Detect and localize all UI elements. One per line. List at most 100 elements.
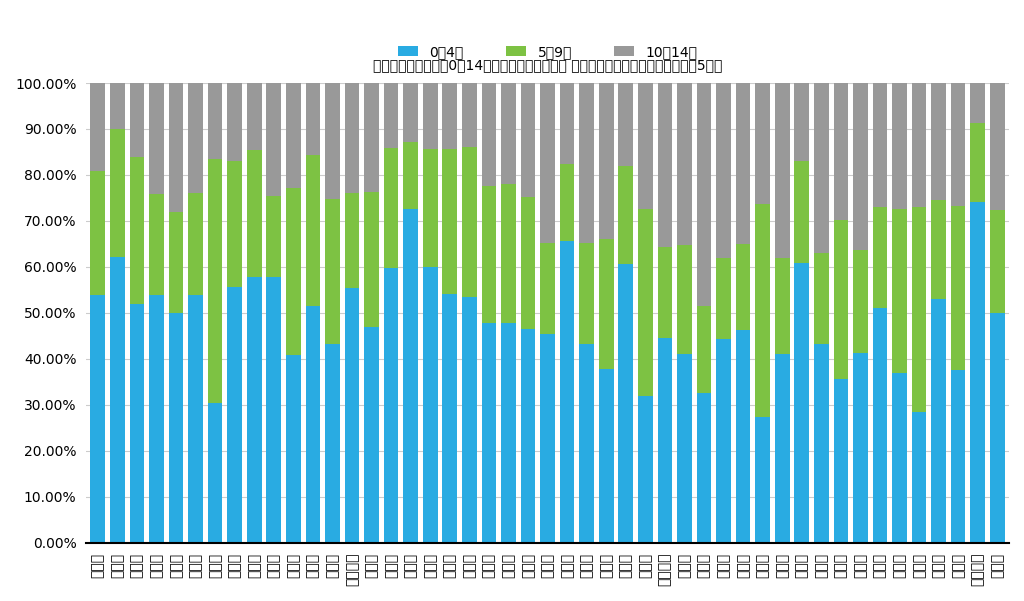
Bar — [188, 193, 203, 296]
Bar — [971, 202, 985, 543]
Bar — [580, 344, 594, 543]
Bar — [462, 83, 476, 147]
Bar — [872, 308, 887, 543]
Bar — [795, 83, 809, 160]
Bar — [130, 83, 144, 157]
Bar — [188, 83, 203, 193]
Bar — [188, 296, 203, 543]
Bar — [286, 83, 301, 188]
Bar — [110, 129, 125, 257]
Bar — [541, 243, 555, 335]
Bar — [853, 83, 867, 251]
Bar — [599, 239, 613, 369]
Bar — [481, 83, 497, 186]
Bar — [227, 161, 242, 287]
Bar — [736, 330, 751, 543]
Bar — [853, 353, 867, 543]
Bar — [345, 288, 359, 543]
Bar — [286, 355, 301, 543]
Bar — [403, 209, 418, 543]
Bar — [853, 251, 867, 353]
Bar — [814, 83, 828, 252]
Bar — [345, 193, 359, 288]
Bar — [677, 83, 692, 245]
Bar — [756, 204, 770, 417]
Bar — [442, 294, 457, 543]
Bar — [677, 354, 692, 543]
Bar — [696, 306, 712, 393]
Bar — [618, 166, 633, 264]
Bar — [775, 258, 790, 354]
Bar — [931, 200, 946, 299]
Bar — [951, 206, 966, 370]
Bar — [541, 335, 555, 543]
Bar — [227, 287, 242, 543]
Bar — [872, 207, 887, 308]
Bar — [716, 83, 731, 258]
Bar — [911, 207, 927, 412]
Bar — [462, 147, 476, 297]
Bar — [481, 323, 497, 543]
Bar — [911, 412, 927, 543]
Bar — [403, 83, 418, 142]
Bar — [834, 220, 848, 379]
Bar — [775, 354, 790, 543]
Bar — [266, 196, 282, 276]
Bar — [90, 83, 105, 171]
Bar — [638, 396, 652, 543]
Bar — [795, 160, 809, 263]
Bar — [365, 327, 379, 543]
Bar — [384, 83, 398, 148]
Bar — [481, 186, 497, 323]
Bar — [834, 379, 848, 543]
Bar — [110, 257, 125, 543]
Bar — [247, 278, 261, 543]
Bar — [892, 209, 907, 373]
Bar — [541, 83, 555, 243]
Bar — [247, 83, 261, 150]
Bar — [266, 83, 282, 196]
Title: 医療保険での小児（0〜14歳）の訪問看護利用者 年齢層別割合【都道府県別／令和5年】: 医療保険での小児（0〜14歳）の訪問看護利用者 年齢層別割合【都道府県別／令和5… — [373, 58, 722, 72]
Bar — [951, 83, 966, 206]
Bar — [638, 209, 652, 396]
Bar — [560, 241, 574, 543]
Bar — [247, 150, 261, 278]
Bar — [990, 210, 1005, 313]
Bar — [208, 83, 222, 159]
Bar — [990, 313, 1005, 543]
Bar — [90, 171, 105, 296]
Bar — [951, 370, 966, 543]
Bar — [931, 299, 946, 543]
Bar — [834, 83, 848, 220]
Bar — [756, 417, 770, 543]
Bar — [696, 83, 712, 306]
Bar — [462, 297, 476, 543]
Bar — [716, 258, 731, 339]
Legend: 0〜4歳, 5〜9歳, 10〜14歳: 0〜4歳, 5〜9歳, 10〜14歳 — [392, 40, 703, 64]
Bar — [169, 83, 183, 212]
Bar — [208, 403, 222, 543]
Bar — [423, 267, 437, 543]
Bar — [814, 344, 828, 543]
Bar — [736, 83, 751, 245]
Bar — [90, 296, 105, 543]
Bar — [911, 83, 927, 207]
Bar — [795, 263, 809, 543]
Bar — [599, 369, 613, 543]
Bar — [384, 268, 398, 543]
Bar — [326, 344, 340, 543]
Bar — [130, 157, 144, 304]
Bar — [520, 83, 536, 198]
Bar — [520, 329, 536, 543]
Bar — [657, 247, 672, 338]
Bar — [150, 296, 164, 543]
Bar — [618, 264, 633, 543]
Bar — [423, 83, 437, 149]
Bar — [814, 252, 828, 344]
Bar — [501, 184, 516, 323]
Bar — [305, 306, 321, 543]
Bar — [208, 159, 222, 403]
Bar — [305, 155, 321, 306]
Bar — [345, 83, 359, 193]
Bar — [892, 373, 907, 543]
